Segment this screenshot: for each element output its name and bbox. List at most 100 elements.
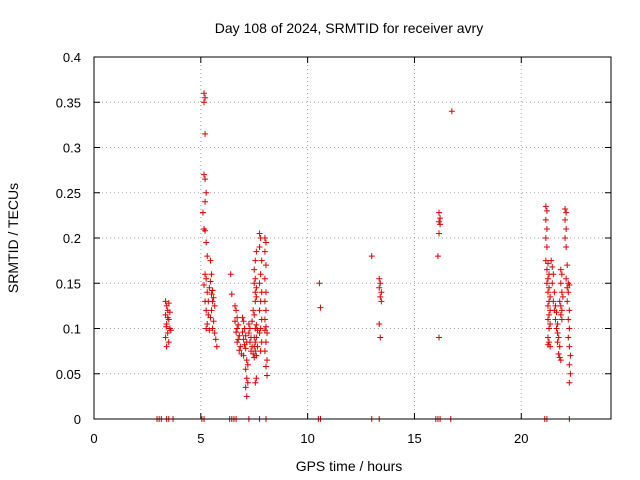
data-point [558, 289, 565, 296]
data-point [207, 314, 214, 321]
data-point [232, 302, 238, 309]
data-point [253, 352, 260, 359]
data-point [201, 99, 208, 106]
data-point [251, 266, 258, 273]
data-point [163, 343, 170, 350]
data-point [437, 221, 444, 228]
data-point [546, 311, 553, 318]
data-point [436, 334, 443, 341]
data-point [550, 298, 557, 305]
data-point [550, 271, 557, 278]
data-point [253, 248, 260, 255]
data-point [553, 309, 560, 316]
data-point [203, 325, 210, 332]
data-point [563, 225, 570, 232]
data-point [246, 339, 253, 346]
data-point [256, 230, 263, 237]
data-point [208, 307, 215, 314]
data-point [232, 318, 238, 325]
gridlines [94, 57, 611, 419]
data-point [542, 203, 549, 210]
data-point [544, 316, 551, 323]
data-point [558, 316, 565, 323]
data-point [236, 347, 243, 354]
data-point [252, 275, 259, 282]
data-point [261, 235, 268, 241]
data-point [241, 325, 248, 332]
data-point [557, 357, 564, 364]
data-point [201, 282, 208, 289]
data-point [240, 352, 247, 359]
data-point [202, 271, 209, 278]
data-point [564, 262, 571, 269]
data-point [252, 348, 259, 355]
data-point [209, 325, 216, 332]
data-point [236, 332, 243, 339]
data-point [448, 108, 455, 115]
data-point [212, 336, 219, 343]
data-point [242, 384, 249, 391]
data-point [554, 320, 561, 327]
data-point [564, 298, 571, 305]
data-point [262, 323, 269, 330]
data-point [253, 375, 260, 382]
data-point [202, 198, 209, 205]
data-point [245, 330, 252, 337]
data-point [556, 354, 563, 361]
data-point [377, 293, 384, 300]
data-point [244, 361, 251, 368]
y-tick-label: 0.2 [63, 231, 81, 246]
data-point [544, 302, 551, 309]
x-tick-label: 5 [197, 431, 204, 446]
data-point [376, 275, 383, 282]
data-point [546, 339, 553, 346]
data-point [206, 327, 213, 334]
data-point [162, 298, 169, 305]
data-point [262, 289, 269, 296]
data-point [566, 307, 573, 314]
data-point [253, 334, 260, 341]
data-point [566, 343, 573, 350]
data-point [264, 372, 271, 379]
data-point [211, 330, 218, 337]
data-point [562, 235, 569, 241]
data-point [234, 325, 241, 332]
data-point [376, 320, 383, 327]
data-point [202, 94, 209, 101]
data-point [240, 318, 247, 325]
data-point [251, 311, 258, 318]
data-point [252, 339, 259, 346]
y-tick-label: 0.25 [56, 186, 81, 201]
data-point [563, 275, 570, 282]
data-point [565, 334, 572, 341]
data-point [554, 339, 561, 346]
data-point [209, 287, 216, 294]
data-point [257, 325, 264, 332]
data-point [261, 348, 268, 355]
data-point [162, 334, 169, 341]
data-point [202, 227, 209, 234]
data-point [241, 341, 248, 348]
data-point [246, 325, 253, 332]
data-point [210, 318, 217, 325]
y-tick-label: 0 [74, 412, 81, 427]
data-point [205, 298, 212, 305]
y-tick-label: 0.1 [63, 322, 81, 337]
data-point [567, 370, 574, 377]
data-point [243, 393, 250, 400]
data-point [551, 289, 558, 296]
data-point [258, 257, 265, 264]
data-point [207, 257, 214, 264]
data-point [368, 253, 375, 260]
data-point [563, 244, 570, 251]
data-point [434, 253, 441, 260]
data-point [253, 293, 260, 300]
data-point [556, 343, 563, 350]
data-point [166, 309, 173, 316]
data-point [553, 325, 560, 332]
data-point [544, 334, 551, 341]
data-point [543, 244, 550, 251]
data-point [547, 293, 554, 300]
data-point [378, 298, 385, 305]
